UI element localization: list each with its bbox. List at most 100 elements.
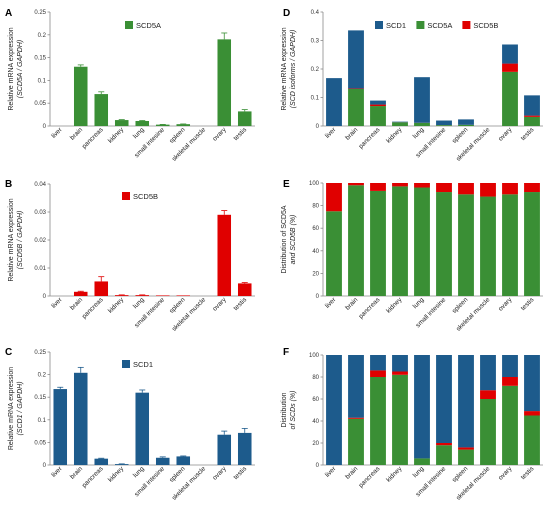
- y-tick-label: 0.2: [311, 67, 320, 73]
- bar-scd5b-testis: [524, 411, 540, 416]
- y-tick-label: 0: [316, 124, 320, 130]
- bar-scd5a-testis: [524, 116, 540, 126]
- x-tick-label: lung: [132, 126, 146, 140]
- y-tick-label: 0: [43, 124, 47, 130]
- y-axis-label-secondary: of SCDs (%): [290, 391, 297, 430]
- bar-scd5a-testis: [237, 111, 252, 126]
- x-tick-label: pancreas: [358, 296, 382, 320]
- bar-scd5a-small-intesine: [155, 124, 170, 126]
- x-tick-label: kidney: [107, 296, 126, 315]
- x-tick-label: spleen: [451, 465, 470, 484]
- bar-scd5b-skeletal-muscle: [480, 183, 496, 197]
- panel-e: E 0 20 40 60 80 100 Distribution of SCD5A and SC…: [281, 179, 543, 333]
- x-tick-label: testis: [520, 465, 536, 481]
- bar-scd1-testis: [524, 355, 540, 412]
- y-tick-label: 0: [316, 294, 320, 300]
- y-axis-label-secondary: and SCD5B (%): [290, 215, 297, 265]
- bar-scd1-pancreas: [370, 355, 386, 371]
- y-axis-label: Relative mRNA expression: [8, 198, 15, 281]
- legend-label-scd1: SCD1: [386, 21, 406, 30]
- panel-letter: E: [283, 179, 290, 190]
- bar-scd5a-lung: [414, 122, 430, 126]
- y-axis-label-secondary: (SCD5B / GAPDH): [17, 211, 24, 270]
- y-axis-label: Distribution: [281, 392, 288, 427]
- bar-scd5b-ovary: [502, 63, 518, 72]
- bar-scd5b-brain: [348, 417, 364, 419]
- bar-scd5b-ovary: [502, 183, 518, 195]
- bar-scd5a-spleen: [458, 194, 474, 296]
- x-tick-label: brain: [69, 126, 84, 141]
- bar-scd5a-lung: [135, 120, 150, 126]
- y-tick-label: 0: [43, 463, 47, 469]
- bar-scd1-liver: [53, 389, 68, 465]
- panel-letter: A: [5, 8, 12, 19]
- y-tick-label: 80: [312, 375, 319, 381]
- x-tick-label: pancreas: [358, 465, 382, 489]
- y-tick-label: 40: [312, 249, 319, 255]
- bar-scd5b-lung: [135, 295, 150, 296]
- bar-scd5a-small-intesine: [436, 125, 452, 126]
- x-tick-label: brain: [344, 465, 359, 480]
- y-tick-label: 0.1: [38, 78, 47, 84]
- bar-scd5b-kidney: [392, 183, 408, 187]
- y-axis-label: Relative mRNA expression: [8, 367, 15, 450]
- bar-scd5a-testis: [524, 415, 540, 465]
- bar-scd5b-brain: [73, 291, 88, 296]
- bar-scd5b-pancreas: [370, 104, 386, 107]
- bar-scd5b-brain: [348, 183, 364, 186]
- bar-scd5b-testis: [524, 115, 540, 117]
- x-tick-label: spleen: [168, 126, 187, 145]
- bar-scd5a-pancreas: [370, 190, 386, 296]
- x-tick-label: lung: [412, 465, 426, 479]
- y-tick-label: 0.2: [38, 373, 47, 379]
- bar-scd5a-pancreas: [94, 94, 109, 126]
- bar-scd5a-brain: [73, 66, 88, 126]
- y-tick-label: 0.02: [34, 238, 46, 244]
- x-tick-label: testis: [232, 465, 248, 481]
- x-tick-label: ovary: [211, 465, 228, 482]
- x-tick-label: spleen: [451, 126, 470, 145]
- bar-scd5a-pancreas: [370, 106, 386, 126]
- y-tick-label: 20: [312, 271, 319, 277]
- legend-swatch-scd5a: [416, 21, 425, 29]
- bar-scd5b-kidney: [392, 371, 408, 375]
- x-tick-label: kidney: [107, 465, 126, 484]
- y-tick-label: 60: [312, 226, 319, 232]
- x-tick-label: kidney: [385, 126, 404, 145]
- bar-scd5a-kidney: [392, 122, 408, 126]
- legend-swatch-scd1: [375, 21, 383, 29]
- y-tick-label: 100: [309, 181, 320, 187]
- x-tick-label: testis: [520, 126, 536, 142]
- x-tick-label: liver: [50, 296, 64, 310]
- bar-scd5a-spleen: [176, 124, 191, 126]
- panel-letter: C: [5, 347, 12, 358]
- x-tick-label: lung: [132, 465, 146, 479]
- bar-scd1-brain: [348, 355, 364, 418]
- legend-swatch-scd5b: [122, 192, 130, 200]
- bar-scd1-ovary: [502, 44, 518, 64]
- bar-scd5b-pancreas: [370, 183, 386, 191]
- y-tick-label: 0.15: [34, 395, 46, 401]
- x-tick-label: kidney: [107, 126, 126, 145]
- bar-scd5b-spleen: [458, 447, 474, 450]
- x-tick-label: lung: [412, 126, 426, 140]
- bar-scd1-small-intesine: [436, 120, 452, 126]
- x-tick-label: pancreas: [81, 465, 105, 489]
- y-tick-label: 100: [309, 353, 320, 359]
- y-axis-label: Distribution of SCD5A: [281, 205, 288, 273]
- bar-scd5a-ovary: [217, 39, 232, 126]
- x-tick-label: liver: [324, 126, 338, 140]
- bar-scd5b-lung: [414, 183, 430, 188]
- y-tick-label: 0: [43, 294, 47, 300]
- bar-scd5b-pancreas: [370, 370, 386, 377]
- x-tick-label: ovary: [497, 465, 514, 482]
- y-tick-label: 0.03: [34, 210, 46, 216]
- x-tick-label: brain: [344, 126, 359, 141]
- y-tick-label: 0: [316, 463, 320, 469]
- bar-scd5b-ovary: [502, 377, 518, 386]
- y-tick-label: 0.25: [34, 10, 46, 16]
- bar-scd5a-pancreas: [370, 377, 386, 465]
- bar-scd5a-ovary: [502, 71, 518, 126]
- y-tick-label: 80: [312, 204, 319, 210]
